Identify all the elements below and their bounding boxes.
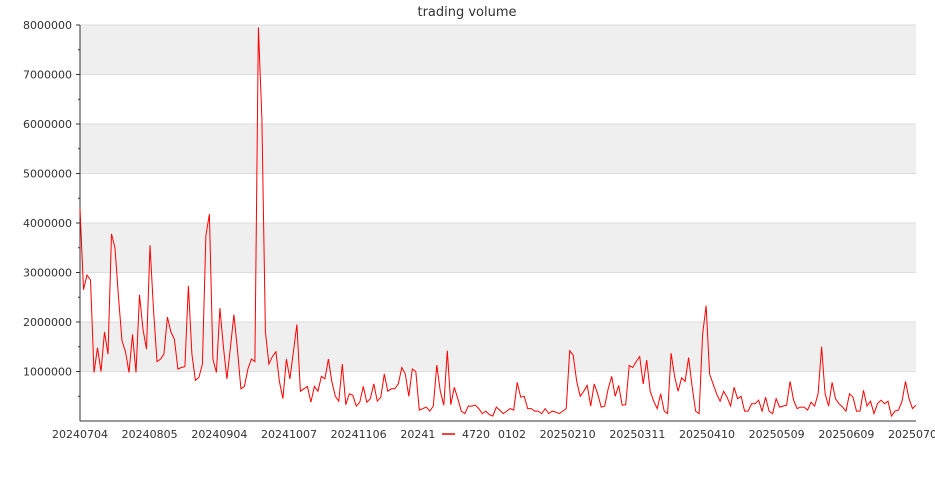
- x-tick-label: 20240805: [122, 428, 178, 441]
- series-line: [79, 27, 917, 418]
- x-tick-label: 20250311: [609, 428, 665, 441]
- x-tick-label: 20240904: [191, 428, 247, 441]
- y-tick-label: 8000000: [23, 19, 72, 32]
- legend-background: [436, 426, 498, 442]
- series-group: [79, 27, 917, 418]
- grid-bands: [80, 25, 916, 372]
- y-tick-label: 2000000: [23, 316, 72, 329]
- x-tick-label: 20241106: [331, 428, 387, 441]
- y-tick-label: 5000000: [23, 168, 72, 181]
- y-tick-label: 6000000: [23, 118, 72, 131]
- x-tick-label: 20250210: [540, 428, 596, 441]
- x-tick-label: 20250609: [818, 428, 874, 441]
- y-axis-ticks: 1000000 2000000 3000000 4000000 5000000 60000…: [23, 19, 80, 397]
- y-tick-label: 1000000: [23, 366, 72, 379]
- y-tick-label: 3000000: [23, 267, 72, 280]
- grid-band: [80, 223, 916, 273]
- legend-label: 4720: [462, 428, 490, 441]
- x-tick-label: 20241007: [261, 428, 317, 441]
- x-tick-label: 20250704: [888, 428, 935, 441]
- y-tick-label: 4000000: [23, 217, 72, 230]
- gridlines: [80, 24, 916, 372]
- x-tick-label: 20250410: [679, 428, 735, 441]
- y-tick-label: 7000000: [23, 69, 72, 82]
- grid-band: [80, 25, 916, 75]
- grid-band: [80, 124, 916, 174]
- x-tick-label: 20240704: [52, 428, 108, 441]
- grid-band: [80, 322, 916, 372]
- x-tick-label: 20250509: [749, 428, 805, 441]
- chart-title: trading volume: [417, 5, 516, 20]
- legend: 4720: [436, 426, 498, 442]
